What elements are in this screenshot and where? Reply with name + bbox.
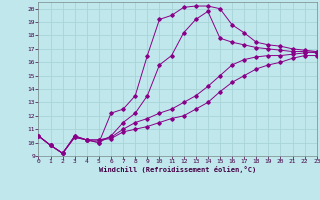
X-axis label: Windchill (Refroidissement éolien,°C): Windchill (Refroidissement éolien,°C): [99, 166, 256, 173]
